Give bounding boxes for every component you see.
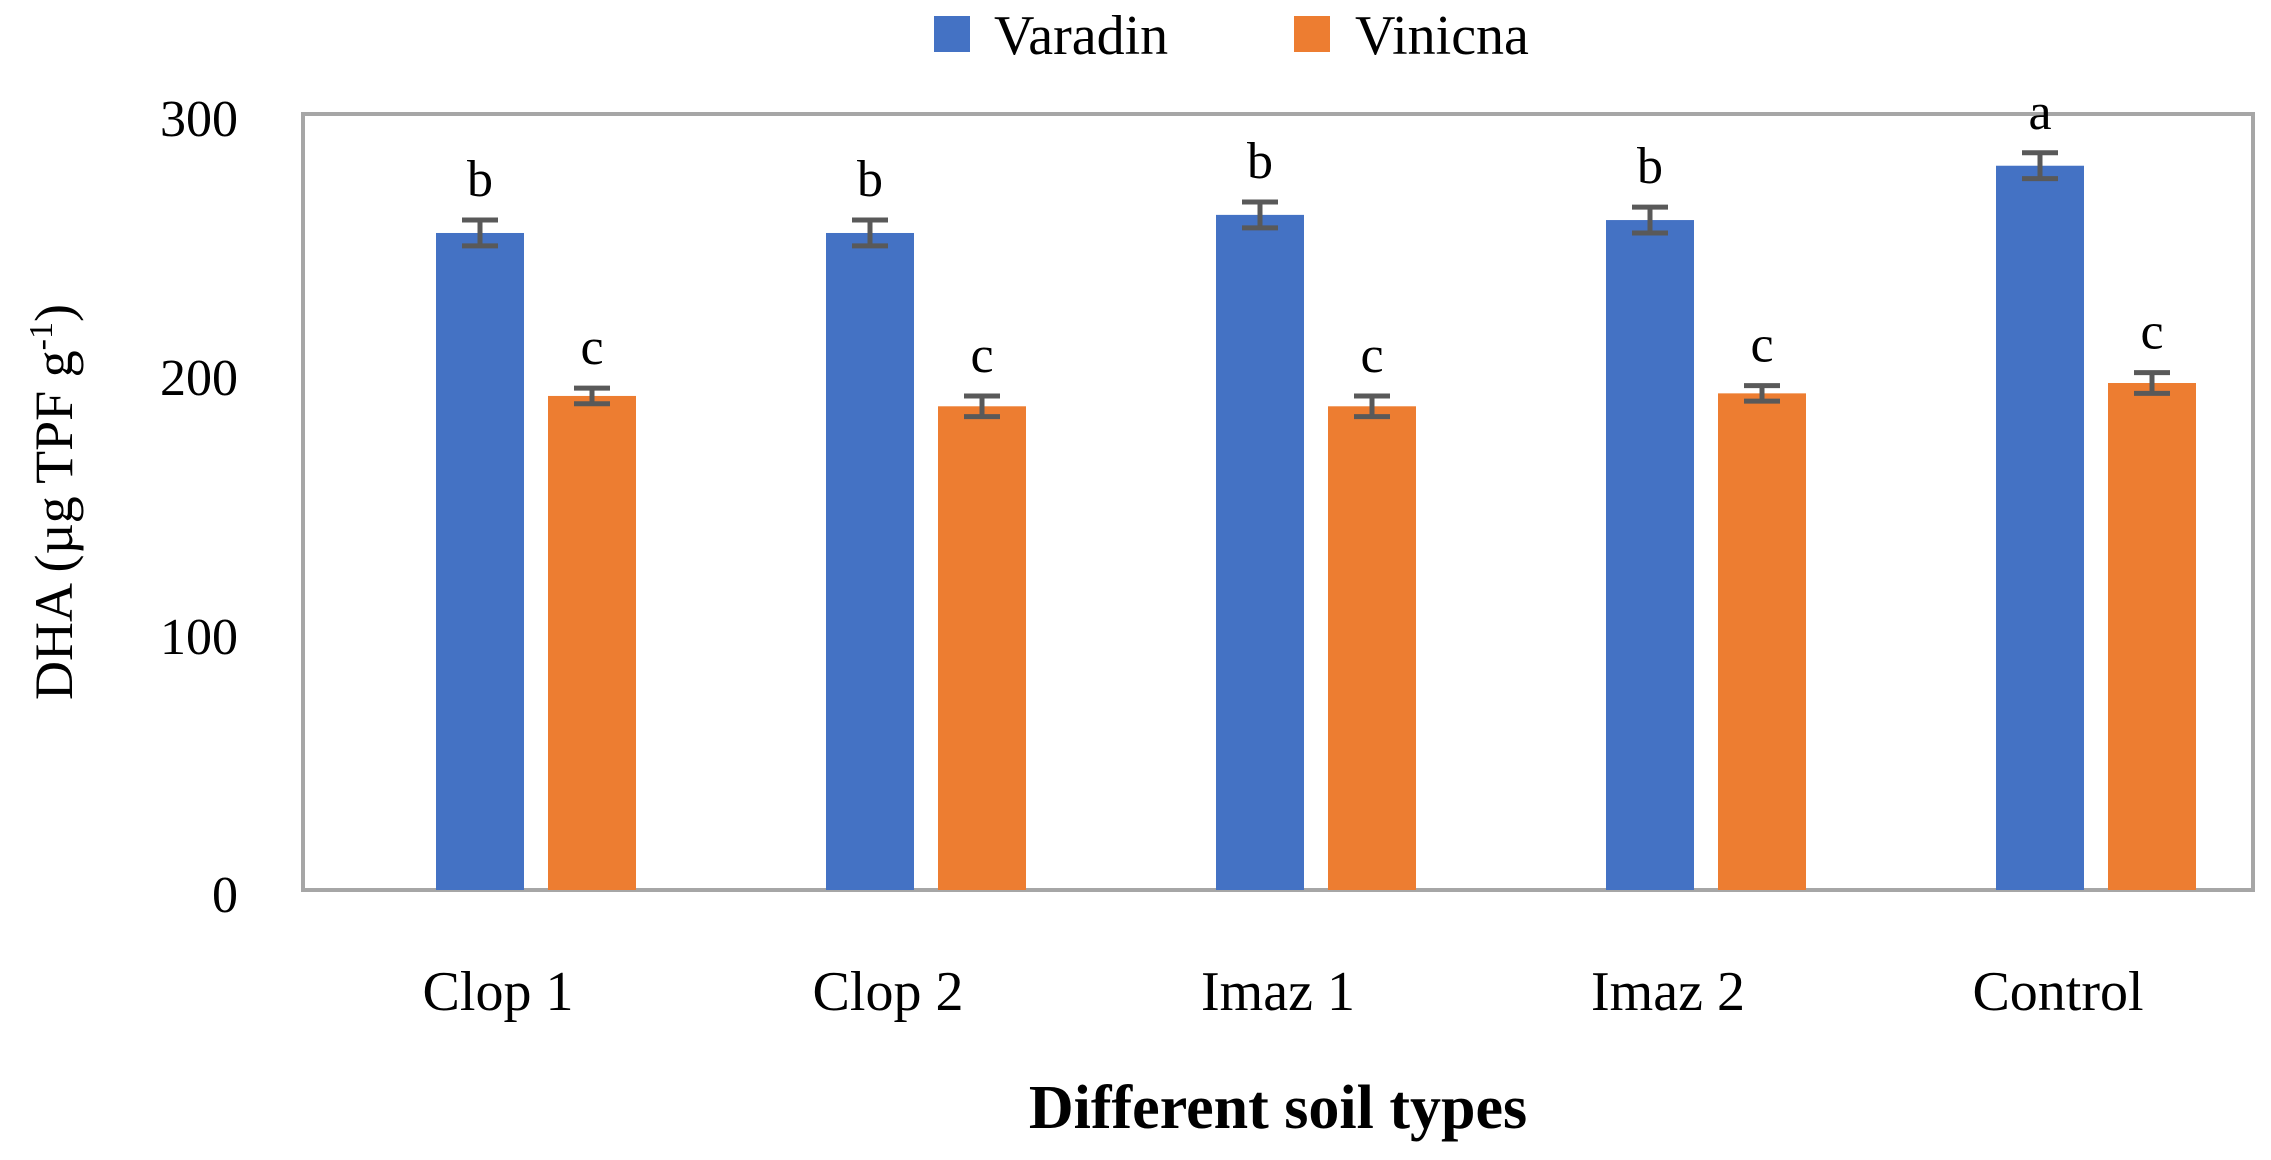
bar-varadin bbox=[1996, 165, 2084, 890]
significance-letter: c bbox=[1750, 317, 1773, 374]
x-axis-ticks: Clop 1 Clop 2 Imaz 1 Imaz 2 Control bbox=[423, 961, 2144, 1023]
significance-letter: b bbox=[857, 151, 883, 208]
y-tick-label: 300 bbox=[160, 91, 238, 148]
x-tick-label: Control bbox=[1972, 961, 2143, 1023]
significance-letter: b bbox=[1247, 133, 1273, 190]
significance-letter: c bbox=[580, 319, 603, 376]
y-tick-label: 0 bbox=[212, 867, 238, 924]
legend-swatch-varadin bbox=[934, 16, 970, 52]
significance-letter: b bbox=[467, 151, 493, 208]
y-axis-label: DHA (µg TPF g-1) bbox=[23, 304, 84, 700]
y-tick-label: 200 bbox=[160, 350, 238, 407]
bar-varadin bbox=[826, 232, 914, 890]
bar-vinicna bbox=[1718, 393, 1806, 890]
bar-vinicna bbox=[2108, 383, 2196, 890]
legend-label-vinicna: Vinicna bbox=[1355, 5, 1529, 67]
x-tick-label: Imaz 2 bbox=[1591, 961, 1745, 1023]
bar-vinicna bbox=[548, 395, 636, 890]
significance-letter: b bbox=[1637, 138, 1663, 195]
chart-marks: b b b b a c c c c c bbox=[436, 84, 2196, 890]
x-tick-label: Imaz 1 bbox=[1201, 961, 1355, 1023]
legend-swatch-vinicna bbox=[1294, 16, 1330, 52]
bar-vinicna bbox=[938, 406, 1026, 890]
y-tick-label: 100 bbox=[160, 609, 238, 666]
legend-label-varadin: Varadin bbox=[994, 5, 1168, 67]
legend: Varadin Vinicna bbox=[934, 5, 1529, 67]
significance-letter: a bbox=[2028, 84, 2051, 141]
bar-varadin bbox=[436, 232, 524, 890]
bar-varadin bbox=[1216, 214, 1304, 890]
bar-varadin bbox=[1606, 220, 1694, 890]
x-axis-label: Different soil types bbox=[1029, 1074, 1527, 1142]
x-tick-label: Clop 1 bbox=[423, 961, 574, 1023]
significance-letter: c bbox=[970, 327, 993, 384]
x-tick-label: Clop 2 bbox=[813, 961, 964, 1023]
bar-vinicna bbox=[1328, 406, 1416, 890]
significance-letter: c bbox=[1360, 327, 1383, 384]
y-axis-ticks: 0 100 200 300 bbox=[160, 91, 238, 924]
significance-letter: c bbox=[2140, 304, 2163, 361]
